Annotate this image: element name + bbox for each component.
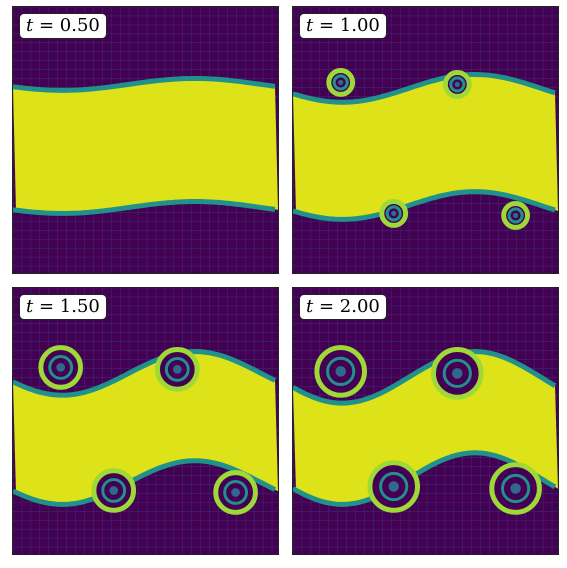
dense-band — [293, 351, 558, 505]
equals-sign: = — [33, 296, 60, 317]
simulation-field — [13, 288, 278, 554]
equals-sign: = — [313, 15, 340, 36]
lower-interface — [293, 189, 556, 222]
dense-band — [13, 78, 278, 214]
upper-interface — [293, 72, 556, 105]
vortex — [430, 347, 484, 400]
equals-sign: = — [33, 15, 60, 36]
upper-interface — [293, 349, 557, 406]
panel-top-right: t = 1.00 — [292, 6, 559, 274]
dense-band — [13, 351, 278, 505]
vortex — [367, 460, 421, 513]
vortex — [154, 347, 200, 392]
panel-bottom-left: t = 1.50 — [12, 287, 279, 555]
upper-interface — [13, 75, 276, 93]
time-value: 1.00 — [339, 15, 380, 36]
vortex — [38, 345, 84, 390]
time-value: 1.50 — [59, 296, 100, 317]
vortex — [326, 68, 356, 97]
lower-interface — [293, 450, 557, 507]
vortex — [501, 201, 530, 230]
vortex — [314, 345, 368, 398]
dense-band — [293, 74, 558, 220]
vortex — [379, 199, 409, 228]
time-symbol: t — [26, 296, 34, 317]
time-value: 2.00 — [339, 296, 380, 317]
vortex — [489, 462, 542, 515]
vortex — [91, 468, 137, 513]
time-symbol: t — [306, 15, 314, 36]
upper-interface — [13, 349, 277, 398]
simulation-field — [293, 7, 558, 273]
vortex — [213, 470, 258, 515]
lower-interface — [13, 458, 277, 507]
time-symbol: t — [306, 296, 314, 317]
time-value: 0.50 — [59, 15, 100, 36]
vortex — [442, 70, 472, 99]
equals-sign: = — [313, 296, 340, 317]
panel-bottom-right: t = 2.00 — [292, 287, 559, 555]
panel-top-left: t = 0.50 — [12, 6, 279, 274]
time-label: t = 0.50 — [19, 13, 107, 39]
simulation-field — [13, 7, 278, 273]
time-label: t = 2.00 — [299, 294, 387, 320]
time-symbol: t — [26, 15, 34, 36]
time-label: t = 1.00 — [299, 13, 387, 39]
lower-interface — [13, 199, 276, 216]
time-label: t = 1.50 — [19, 294, 107, 320]
simulation-field — [293, 288, 558, 554]
